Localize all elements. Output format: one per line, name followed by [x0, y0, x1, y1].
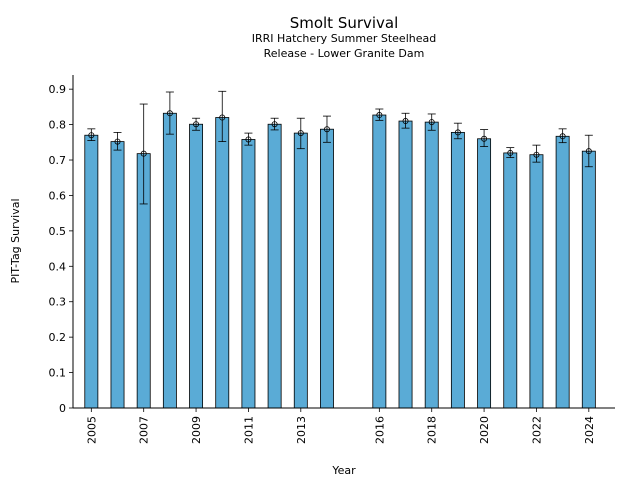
point-marker-2006 — [114, 138, 121, 145]
x-tick-label: 2016 — [373, 416, 386, 444]
bars-group — [84, 112, 596, 409]
y-tick-label: 0.9 — [49, 83, 67, 96]
point-marker-2020 — [481, 135, 488, 142]
chart-title: Smolt Survival — [290, 14, 399, 32]
bar-2011 — [241, 139, 256, 409]
bar-2005 — [84, 134, 99, 409]
y-ticks-group: 0 0.1 0.2 0.3 0.4 0.5 0.6 0.7 0.8 0.9 — [49, 83, 73, 415]
bar-2009 — [189, 123, 204, 409]
bar-2010 — [215, 117, 230, 409]
bar-2006 — [110, 141, 125, 409]
x-ticks-group: 2005 2007 2009 2011 2013 2016 2018 2020 2022 2024 — [85, 408, 596, 444]
markers-group — [88, 110, 592, 158]
y-tick-label: 0.3 — [49, 296, 67, 309]
point-marker-2016 — [376, 112, 383, 119]
bar-2018 — [424, 121, 439, 409]
bar-2024 — [581, 150, 596, 409]
point-marker-2010 — [219, 114, 226, 121]
y-tick-label: 0.5 — [49, 225, 67, 238]
point-marker-2024 — [585, 148, 592, 155]
x-tick-label: 2020 — [478, 416, 491, 444]
point-marker-2008 — [166, 110, 173, 117]
x-tick-label: 2007 — [138, 416, 151, 444]
x-tick-label: 2011 — [242, 416, 255, 444]
point-marker-2011 — [245, 136, 252, 143]
bar-2013 — [293, 132, 308, 409]
x-tick-label: 2005 — [85, 416, 98, 444]
point-marker-2009 — [193, 121, 200, 128]
point-marker-2023 — [559, 133, 566, 140]
point-marker-2013 — [297, 130, 304, 137]
point-marker-2012 — [271, 121, 278, 128]
point-marker-2007 — [140, 150, 147, 157]
bar-2016 — [372, 114, 387, 409]
x-tick-label: 2018 — [426, 416, 439, 444]
point-marker-2018 — [428, 119, 435, 126]
point-marker-2005 — [88, 132, 95, 139]
x-tick-label: 2022 — [530, 416, 543, 444]
x-tick-label: 2009 — [190, 416, 203, 444]
x-tick-label: 2024 — [583, 416, 596, 444]
point-marker-2022 — [533, 151, 540, 158]
y-tick-label: 0.4 — [49, 260, 67, 273]
bar-2017 — [398, 120, 413, 409]
chart-subtitle-line-1: IRRI Hatchery Summer Steelhead — [252, 32, 436, 45]
y-axis-label: PIT-Tag Survival — [9, 198, 22, 283]
point-marker-2019 — [454, 129, 461, 136]
bar-2021 — [503, 152, 518, 409]
point-marker-2017 — [402, 118, 409, 125]
bar-2014 — [320, 128, 334, 409]
y-tick-label: 0.2 — [49, 331, 67, 344]
bar-2020 — [477, 138, 492, 409]
y-tick-label: 0.1 — [49, 367, 67, 380]
error-bars-group — [87, 90, 593, 205]
bar-2022 — [529, 154, 544, 409]
y-tick-label: 0 — [59, 402, 66, 415]
point-marker-2021 — [507, 149, 514, 156]
y-tick-label: 0.8 — [49, 119, 67, 132]
bar-2019 — [450, 131, 465, 409]
point-marker-2014 — [323, 126, 330, 133]
y-tick-label: 0.7 — [49, 154, 67, 167]
bar-2012 — [267, 123, 282, 409]
x-tick-label: 2013 — [295, 416, 308, 444]
y-tick-label: 0.6 — [49, 189, 67, 202]
chart-subtitle-line-2: Release - Lower Granite Dam — [264, 47, 425, 60]
bar-2023 — [555, 135, 570, 409]
bar-2008 — [162, 112, 177, 409]
x-axis-label: Year — [331, 464, 356, 477]
